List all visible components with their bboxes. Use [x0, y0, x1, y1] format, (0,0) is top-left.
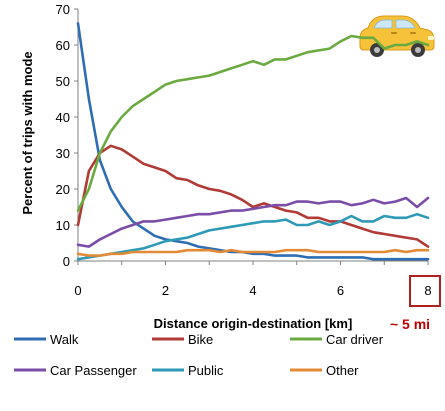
y-tick-label: 60 [56, 38, 70, 53]
x-axis-title: Distance origin-destination [km] [154, 316, 353, 331]
legend-label-car-passenger: Car Passenger [50, 363, 137, 378]
legend: Walk Bike Car driver Car Passenger Public Oth… [14, 332, 384, 378]
legend-label-walk: Walk [50, 332, 79, 347]
y-tick-label: 40 [56, 110, 70, 125]
x-tick-label: 8 [424, 283, 431, 298]
y-axis-title: Percent of trips with mode [20, 51, 35, 214]
series-line-car-passenger [76, 196, 430, 248]
y-tick-label: 50 [56, 74, 70, 89]
legend-label-public: Public [188, 363, 224, 378]
x-tick-label: 2 [162, 283, 169, 298]
x-tick-label: 0 [74, 283, 81, 298]
series-line-public [76, 212, 430, 261]
y-tick-label: 20 [56, 182, 70, 197]
plot-area: 0 10 20 30 40 50 60 70 0 2 4 6 8 [56, 2, 432, 298]
y-tick-label: 70 [56, 2, 70, 17]
series-line-car-driver [76, 34, 430, 212]
legend-label-other: Other [326, 363, 359, 378]
distance-annotation: ~ 5 mi [390, 316, 430, 332]
series-line-other [76, 248, 430, 257]
legend-label-car-driver: Car driver [326, 332, 384, 347]
x-tick-label: 4 [249, 283, 256, 298]
series-line-bike [76, 144, 430, 248]
x-tick-label: 6 [337, 283, 344, 298]
legend-label-bike: Bike [188, 332, 213, 347]
y-tick-label: 30 [56, 146, 70, 161]
highlight-box [409, 275, 441, 307]
y-tick-label: 0 [63, 254, 70, 269]
y-tick-label: 10 [56, 218, 70, 233]
